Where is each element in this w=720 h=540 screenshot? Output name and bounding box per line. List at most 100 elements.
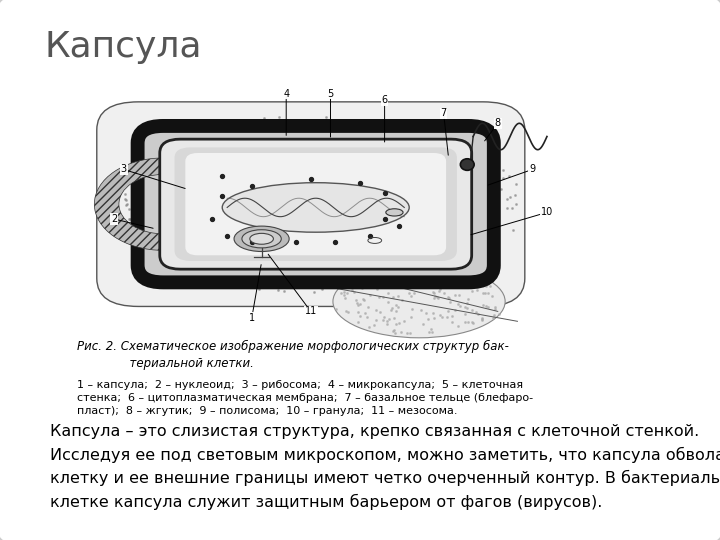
Point	[148, 180, 160, 189]
Point	[429, 132, 441, 141]
Point	[422, 314, 433, 323]
Point	[290, 143, 302, 151]
Point	[197, 203, 209, 212]
Point	[146, 186, 158, 195]
Point	[357, 171, 369, 180]
Point	[351, 241, 363, 249]
Point	[467, 319, 479, 327]
Point	[221, 147, 233, 156]
Point	[256, 280, 268, 289]
Point	[333, 244, 345, 252]
Point	[426, 207, 437, 216]
Point	[485, 247, 496, 255]
Point	[385, 306, 397, 314]
Point	[140, 149, 152, 158]
Point	[227, 283, 238, 292]
Point	[232, 150, 243, 158]
Point	[276, 278, 288, 286]
Point	[224, 231, 235, 240]
Point	[443, 293, 454, 301]
Point	[370, 315, 382, 324]
Ellipse shape	[333, 265, 505, 338]
Point	[384, 278, 395, 287]
Point	[350, 296, 361, 305]
Point	[204, 245, 215, 253]
Point	[433, 156, 445, 164]
Point	[258, 271, 269, 280]
Point	[250, 235, 261, 244]
Point	[406, 305, 418, 313]
Point	[269, 279, 281, 287]
Point	[422, 236, 433, 245]
Point	[456, 168, 468, 177]
Point	[405, 270, 416, 279]
Point	[389, 139, 400, 147]
Point	[441, 226, 452, 235]
Point	[376, 270, 387, 279]
Point	[288, 141, 300, 150]
Point	[221, 231, 233, 240]
Point	[207, 134, 218, 143]
Point	[447, 161, 459, 170]
Point	[441, 175, 452, 184]
Point	[189, 238, 200, 247]
Point	[345, 277, 356, 286]
Point	[310, 123, 322, 131]
Point	[395, 327, 406, 336]
Point	[168, 161, 180, 170]
Point	[234, 217, 246, 226]
Point	[397, 266, 408, 274]
Point	[404, 264, 415, 273]
Point	[389, 271, 400, 279]
Point	[131, 228, 143, 237]
Point	[467, 318, 478, 326]
Point	[150, 178, 161, 186]
Point	[213, 168, 225, 177]
Point	[465, 201, 477, 210]
Point	[375, 271, 387, 279]
Point	[189, 129, 200, 137]
Point	[418, 176, 430, 184]
Point	[456, 258, 467, 266]
Point	[176, 203, 187, 212]
Point	[462, 295, 474, 303]
Point	[394, 177, 405, 186]
FancyBboxPatch shape	[174, 147, 457, 261]
Point	[441, 313, 453, 321]
Point	[151, 254, 163, 263]
Point	[425, 271, 436, 280]
Point	[434, 284, 446, 293]
Point	[430, 268, 441, 277]
Point	[404, 171, 415, 179]
Point	[387, 293, 398, 301]
Point	[348, 193, 359, 202]
Point	[426, 328, 438, 337]
Point	[215, 123, 226, 131]
Point	[136, 227, 148, 235]
Point	[487, 314, 499, 322]
Text: 11: 11	[305, 306, 317, 316]
Point	[121, 196, 132, 205]
Point	[477, 314, 488, 322]
Point	[378, 313, 390, 321]
Text: Рис. 2. Схематическое изображение морфологических структур бак-
              те: Рис. 2. Схематическое изображение морфол…	[78, 340, 509, 370]
Point	[323, 205, 335, 214]
Point	[196, 214, 207, 222]
Point	[420, 274, 432, 282]
Point	[264, 240, 275, 249]
Point	[446, 312, 458, 321]
Point	[364, 291, 376, 300]
Point	[192, 145, 204, 154]
Point	[444, 298, 456, 307]
Point	[309, 148, 320, 157]
Point	[177, 145, 189, 154]
Point	[154, 258, 166, 266]
Point	[464, 167, 476, 176]
Point	[507, 225, 518, 234]
Point	[390, 307, 402, 315]
Ellipse shape	[250, 233, 274, 244]
Point	[474, 147, 486, 156]
Point	[240, 212, 252, 220]
Point	[352, 300, 364, 309]
Point	[391, 167, 402, 176]
